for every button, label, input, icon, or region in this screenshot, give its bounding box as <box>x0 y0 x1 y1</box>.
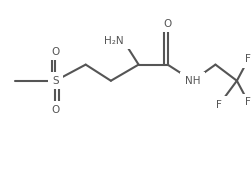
Text: NH: NH <box>185 76 201 86</box>
Bar <box>241 51 252 68</box>
Text: O: O <box>51 105 59 115</box>
Bar <box>160 15 175 32</box>
Bar <box>48 72 63 89</box>
Text: F: F <box>245 55 251 64</box>
Text: H₂N: H₂N <box>104 36 123 46</box>
Text: S: S <box>52 76 59 86</box>
Bar <box>48 101 63 118</box>
Bar <box>48 43 63 60</box>
Text: F: F <box>245 97 251 107</box>
Bar <box>180 72 205 89</box>
Text: O: O <box>164 19 172 29</box>
Bar <box>212 96 227 113</box>
Text: O: O <box>51 47 59 57</box>
Text: F: F <box>216 100 222 109</box>
Bar <box>111 32 136 49</box>
Bar <box>241 94 252 111</box>
